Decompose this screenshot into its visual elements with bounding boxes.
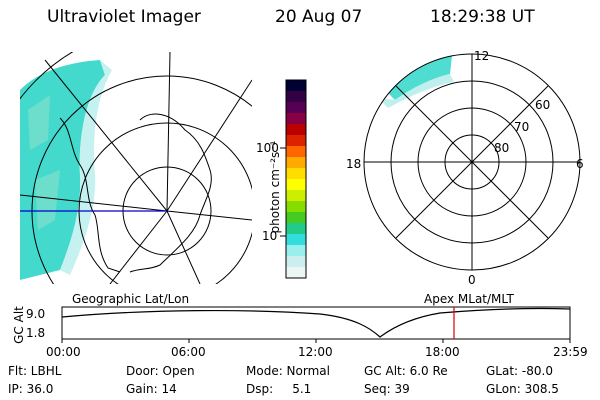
colorbar — [286, 80, 306, 279]
colorbar-segment — [286, 212, 306, 224]
mlat-label-60: 60 — [535, 98, 551, 112]
geographic-map — [20, 52, 252, 284]
polar-panel-label: Apex MLat/MLT — [424, 292, 514, 306]
colorbar-segment — [286, 168, 306, 180]
colorbar-segment — [286, 179, 306, 191]
polar-aurora-edge — [378, 74, 454, 108]
aurora-emission-edge — [60, 60, 112, 275]
info-ip: IP: 36.0 — [8, 382, 54, 396]
mlt-label-12: 12 — [474, 49, 490, 63]
colorbar-segment — [286, 256, 306, 268]
colorbar-tick-100: 100 — [256, 141, 279, 155]
colorbar-segment — [286, 245, 306, 257]
colorbar-segment — [286, 157, 306, 169]
info-gc-alt: GC Alt: 6.0 Re — [364, 364, 448, 378]
colorbar-segment — [286, 102, 306, 114]
colorbar-segment — [286, 223, 306, 235]
info-gain: Gain: 14 — [126, 382, 177, 396]
colorbar-segment — [286, 201, 306, 213]
time-label: 18:29:38 UT — [430, 7, 535, 27]
coastline — [59, 117, 121, 273]
coastline — [129, 113, 212, 273]
alt-xtick-0: 00:00 — [46, 345, 81, 359]
colorbar-segment — [286, 135, 306, 147]
colorbar-segment — [286, 113, 306, 125]
app-title: Ultraviolet Imager — [47, 7, 201, 27]
colorbar-segment — [286, 124, 306, 136]
colorbar-tick-10: 10 — [262, 229, 278, 243]
alt-xtick-3: 18:00 — [425, 345, 460, 359]
mlat-label-70: 70 — [514, 120, 530, 134]
polar-aurora — [385, 56, 452, 100]
info-flt: Flt: LBHL — [8, 364, 62, 378]
alt-xtick-2: 12:00 — [298, 345, 333, 359]
info-seq: Seq: 39 — [364, 382, 410, 396]
alt-xtick-1: 06:00 — [171, 345, 206, 359]
alt-ytick-1.8: 1.8 — [26, 326, 46, 340]
mlat-label-80: 80 — [494, 141, 510, 155]
colorbar-segment — [286, 234, 306, 246]
altitude-curve — [61, 307, 571, 338]
altitude-plot — [61, 306, 571, 343]
colorbar-segment — [286, 190, 306, 202]
alt-xtick-4: 23:59 — [553, 345, 588, 359]
mlt-label-0: 0 — [468, 273, 476, 287]
colorbar-segment — [286, 80, 306, 92]
date-label: 20 Aug 07 — [275, 7, 363, 27]
polar-plot — [363, 53, 581, 271]
info-dsp: Dsp: 5.1 — [246, 382, 312, 396]
alt-ylabel: GC Alt — [12, 306, 26, 344]
colorbar-frame — [285, 79, 307, 279]
info-glon: GLon: 308.5 — [486, 382, 559, 396]
mlt-label-18: 18 — [346, 157, 362, 171]
geo-panel-label: Geographic Lat/Lon — [72, 292, 190, 306]
alt-ytick-9: 9.0 — [26, 307, 46, 321]
info-glat: GLat: -80.0 — [486, 364, 553, 378]
colorbar-segment — [286, 267, 306, 279]
info-mode: Mode: Normal — [246, 364, 330, 378]
mlt-label-6: 6 — [576, 157, 584, 171]
colorbar-unit-label: photon cm⁻²s⁻¹ — [268, 140, 282, 234]
colorbar-segment — [286, 146, 306, 158]
colorbar-segment — [286, 91, 306, 103]
info-door: Door: Open — [126, 364, 195, 378]
